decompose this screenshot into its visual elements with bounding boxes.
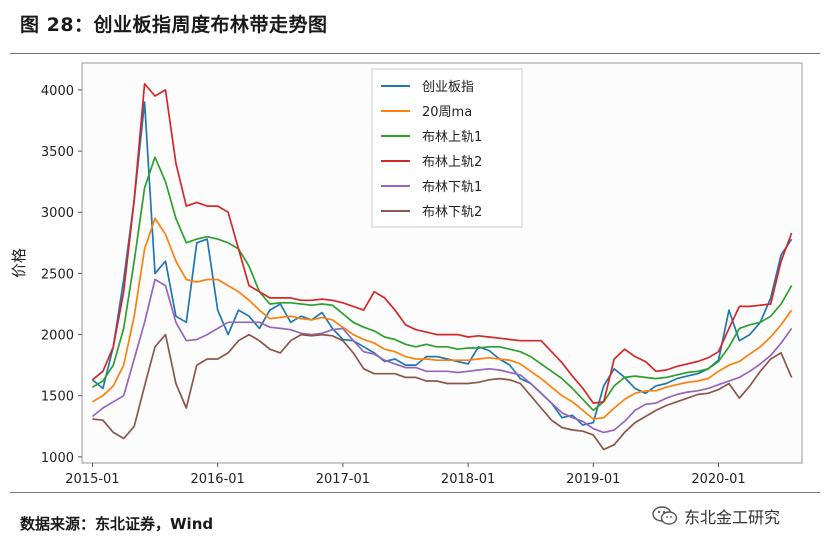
x-tick-label: 2016-01	[190, 472, 244, 487]
bottom-divider	[10, 492, 820, 493]
y-tick-label: 2500	[41, 267, 74, 282]
x-axis: 2015-01 2016-01 2017-01 2018-01 2019-01 2020-…	[65, 463, 746, 487]
legend-label-6: 布林下轨2	[422, 205, 482, 220]
legend: 创业板指 20周ma 布林上轨1 布林上轨2 布林下轨1 布林下轨2	[371, 68, 523, 228]
y-tick-label: 3500	[41, 145, 74, 160]
x-tick-label: 2019-01	[566, 472, 620, 487]
y-tick-label: 3000	[41, 206, 74, 221]
watermark: 东北金工研究	[652, 504, 780, 528]
series-line-4	[91, 82, 793, 404]
x-tick-label: 2015-01	[65, 472, 119, 487]
legend-box	[371, 68, 523, 228]
x-tick-label: 2018-01	[441, 472, 495, 487]
chart-canvas: 1000 1500 2000 2500 3000 3500 4000 2015-01 2016…	[10, 62, 803, 487]
series-lines	[91, 82, 793, 451]
y-axis: 1000 1500 2000 2500 3000 3500 4000	[41, 84, 82, 466]
watermark-text: 东北金工研究	[684, 508, 781, 527]
wechat-icon	[652, 506, 678, 525]
y-tick-label: 1000	[41, 451, 74, 466]
legend-label-3: 布林上轨1	[422, 130, 482, 145]
figure-title: 图 28：创业板指周度布林带走势图	[20, 14, 328, 36]
series-line-5	[91, 278, 793, 434]
series-line-1	[91, 101, 793, 426]
data-source: 数据来源：东北证券，Wind	[20, 515, 214, 533]
series-line-6	[92, 333, 793, 451]
legend-label-1: 创业板指	[422, 80, 474, 95]
x-tick-label: 2017-01	[316, 472, 370, 487]
series-line-2	[91, 217, 793, 420]
legend-label-5: 布林下轨1	[422, 180, 482, 195]
y-tick-label: 2000	[41, 329, 74, 344]
y-axis-label: 价格	[10, 248, 28, 278]
y-tick-label: 4000	[41, 84, 74, 99]
top-divider	[10, 53, 820, 54]
legend-label-2: 20周ma	[422, 105, 472, 120]
y-tick-label: 1500	[41, 390, 74, 405]
x-tick-label: 2020-01	[691, 472, 745, 487]
series-line-3	[91, 156, 793, 412]
legend-label-4: 布林上轨2	[422, 155, 482, 170]
